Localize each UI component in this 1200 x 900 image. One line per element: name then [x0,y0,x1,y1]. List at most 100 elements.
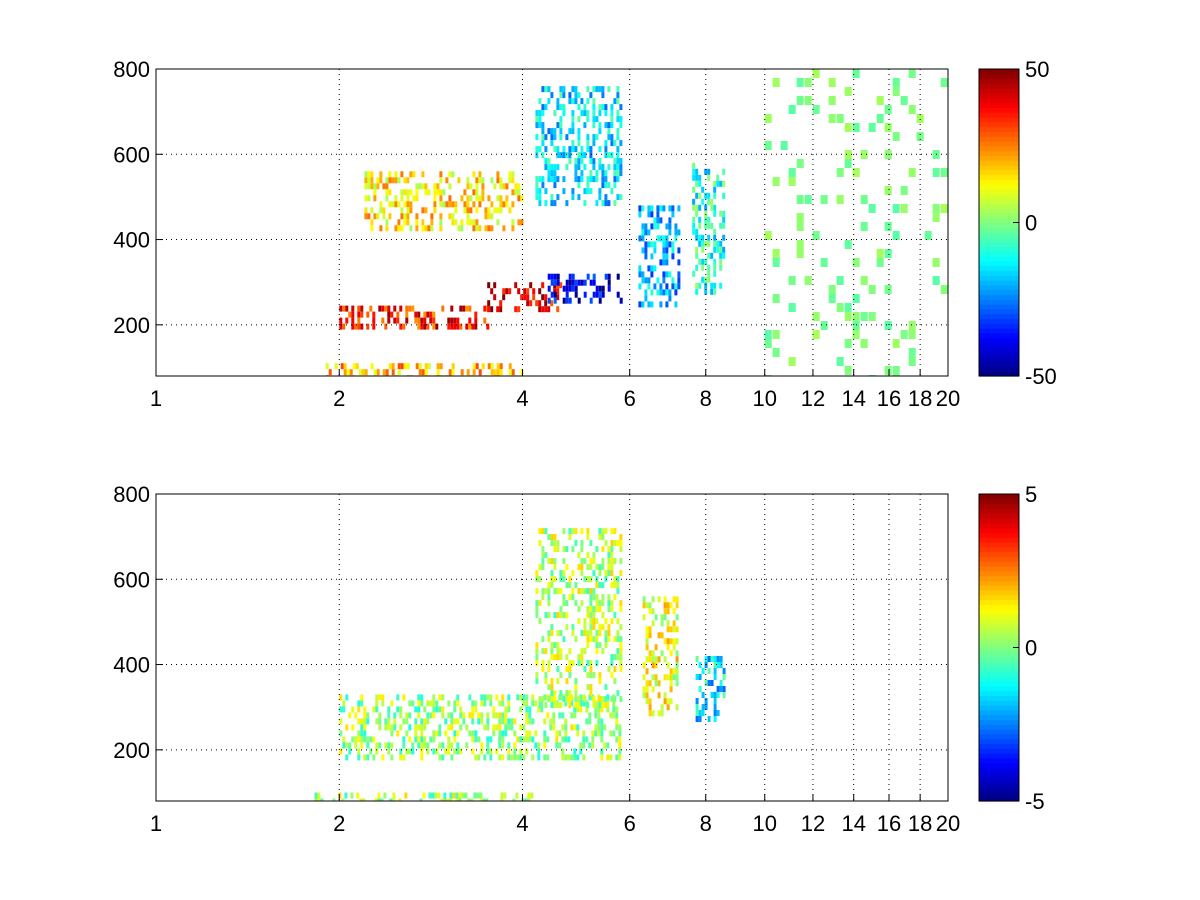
bottom-heatmap-cell [589,660,593,667]
bottom-heatmap-cell [534,700,538,707]
top-heatmap-cell [796,195,804,204]
bottom-heatmap-cell [362,798,366,801]
top-heatmap-cell [716,246,720,253]
bottom-colorbar-segment [979,517,1019,524]
bottom-heatmap-cell [471,700,475,707]
bottom-heatmap-cell [553,654,557,661]
top-heatmap-cell [403,201,407,208]
top-heatmap-cell [574,176,578,183]
top-heatmap-cell [665,259,669,266]
bottom-colorbar-segment [979,599,1019,605]
top-heatmap-cell [517,288,521,295]
bottom-heatmap-cell [618,754,622,761]
bottom-heatmap-cell [535,612,539,619]
top-heatmap-cell [671,253,675,260]
top-heatmap-cell [932,258,940,267]
top-heatmap-cell [553,164,557,171]
top-heatmap-cell [695,192,699,199]
bottom-heatmap-cell [513,742,517,749]
bottom-heatmap-cell [607,558,611,565]
bottom-heatmap-cell [604,684,608,691]
top-heatmap-cell [571,140,575,147]
top-heatmap-cell [577,182,581,189]
bottom-heatmap-cell [577,606,581,613]
top-heatmap-cell [908,69,916,78]
bottom-heatmap-cell [613,666,617,673]
bottom-heatmap-cell [598,582,602,589]
bottom-heatmap-cell [459,724,463,731]
bottom-heatmap-cell [417,712,421,719]
top-heatmap-cell [502,294,506,301]
bottom-heatmap-cell [571,528,575,535]
bottom-heatmap-cell [408,700,412,707]
bottom-heatmap-cell [369,736,373,743]
bottom-heatmap-cell [600,718,604,725]
bottom-heatmap-cell [345,742,349,749]
bottom-heatmap-cell [704,704,708,710]
top-heatmap-cell [884,321,892,330]
bottom-heatmap-cell [594,706,598,713]
top-heatmap-cell [583,152,587,159]
top-heatmap-cell [448,213,452,220]
bottom-heatmap-cell [645,668,649,675]
bottom-heatmap-cell [565,696,569,703]
bottom-heatmap-cell [672,596,676,603]
top-heatmap-cell [357,305,361,312]
top-y-tick-label: 800 [113,57,150,82]
bottom-heatmap-cell [468,694,472,701]
bottom-heatmap-cell [510,724,514,731]
bottom-heatmap-cell [553,540,557,547]
bottom-heatmap-cell [619,624,623,631]
top-heatmap-cell [638,205,642,212]
bottom-heatmap-cell [387,712,391,719]
top-heatmap-cell [707,252,711,259]
top-heatmap-cell [804,276,812,285]
bottom-heatmap-cell [648,680,652,687]
top-heatmap-cell [562,152,566,159]
top-heatmap-cell [598,291,602,298]
top-heatmap-cell [397,369,401,376]
top-heatmap-cell [701,198,705,205]
bottom-heatmap-cell [519,748,523,755]
top-x-tick-label: 10 [753,386,777,411]
top-heatmap-cell [481,189,485,196]
bottom-heatmap-cell [375,748,379,755]
top-heatmap-cell [713,180,717,187]
bottom-heatmap-cell [537,742,541,749]
top-heatmap-cell [562,86,566,93]
bottom-x-tick-label: 1 [150,811,162,836]
top-heatmap-cell [653,265,657,272]
bottom-heatmap-cell [586,588,590,595]
top-heatmap-cell [535,182,539,189]
top-heatmap-cell [719,210,723,217]
bottom-heatmap-cell [453,706,457,713]
top-heatmap-cell [538,300,542,307]
bottom-heatmap-cell [615,724,619,731]
bottom-heatmap-cell [396,706,400,713]
bottom-heatmap-cell [597,712,601,719]
top-heatmap-cell [526,294,530,301]
top-heatmap-cell [653,223,657,230]
bottom-heatmap-cell [405,730,409,737]
top-heatmap-cell [466,207,470,214]
bottom-heatmap-cell [444,730,448,737]
top-heatmap-cell [924,231,932,240]
bottom-heatmap-cell [663,656,667,663]
bottom-heatmap-cell [713,698,717,704]
bottom-colorbar-segment [979,565,1019,572]
top-heatmap-cell [406,189,410,196]
bottom-heatmap-cell [380,798,384,801]
bottom-heatmap-cell [654,656,658,663]
top-heatmap-cell [541,104,545,111]
bottom-colorbar-segment [979,705,1019,711]
top-heatmap-cell [677,247,681,254]
bottom-heatmap-cell [657,710,661,717]
top-heatmap-cell [601,170,605,177]
top-colorbar-segment [979,232,1019,238]
bottom-heatmap-cell [547,588,551,595]
bottom-heatmap-cell [716,686,720,692]
bottom-heatmap-cell [426,742,430,749]
top-heatmap-cell [665,241,669,248]
bottom-colorbar-segment [979,695,1019,701]
bottom-heatmap-cell [507,718,511,725]
